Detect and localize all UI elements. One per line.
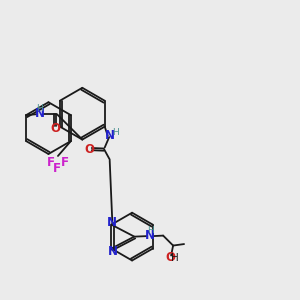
Text: N: N (107, 216, 117, 229)
Text: N: N (35, 107, 45, 120)
Text: H: H (147, 226, 154, 235)
Text: O: O (84, 143, 94, 156)
Text: O: O (50, 122, 60, 135)
Text: N: N (145, 229, 155, 242)
Text: H: H (171, 253, 179, 263)
Text: O: O (166, 251, 176, 265)
Text: N: N (107, 244, 117, 257)
Text: F: F (61, 156, 69, 169)
Text: F: F (53, 162, 61, 176)
Text: F: F (47, 156, 55, 169)
Text: N: N (105, 129, 115, 142)
Text: H: H (37, 104, 44, 113)
Text: H: H (112, 128, 119, 136)
